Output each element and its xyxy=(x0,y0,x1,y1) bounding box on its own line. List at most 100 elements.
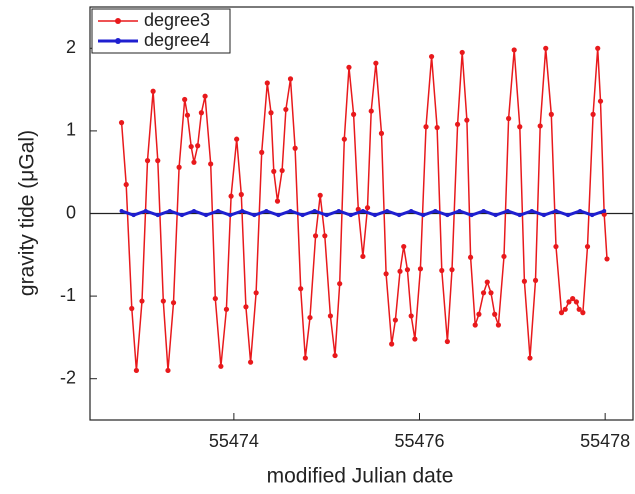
data-point xyxy=(439,267,445,274)
data-point xyxy=(472,322,478,328)
data-point xyxy=(312,233,319,239)
data-point xyxy=(457,209,462,214)
data-point xyxy=(223,306,230,312)
data-point xyxy=(527,355,533,361)
data-point xyxy=(433,209,438,214)
data-point xyxy=(529,209,534,214)
data-point xyxy=(537,123,543,129)
legend-marker xyxy=(115,18,121,24)
data-point xyxy=(590,213,595,218)
x-tick-label: 55478 xyxy=(580,431,630,451)
data-point xyxy=(139,298,145,304)
data-point xyxy=(383,271,389,277)
data-point xyxy=(423,124,429,130)
data-point xyxy=(493,213,498,218)
data-point xyxy=(602,209,607,214)
data-point xyxy=(176,164,182,170)
y-axis-title: gravity tide (μGal) xyxy=(16,130,39,296)
data-point xyxy=(517,213,522,218)
data-point xyxy=(243,304,249,310)
data-point xyxy=(143,209,148,214)
data-point xyxy=(228,193,234,199)
data-point xyxy=(184,112,191,118)
data-point xyxy=(404,267,411,273)
data-point xyxy=(521,278,528,284)
data-point xyxy=(372,213,377,218)
data-point xyxy=(580,310,586,316)
data-point xyxy=(412,336,418,342)
data-point xyxy=(348,213,353,218)
data-point xyxy=(191,209,196,214)
data-point xyxy=(191,159,197,165)
data-point xyxy=(118,120,125,126)
data-point xyxy=(337,281,343,287)
data-point xyxy=(346,64,352,70)
data-point xyxy=(129,305,135,312)
data-point xyxy=(576,306,582,312)
data-point xyxy=(566,213,571,218)
data-point xyxy=(204,213,209,218)
data-point xyxy=(131,213,136,218)
y-tick-label: -1 xyxy=(60,285,76,305)
data-point xyxy=(505,209,510,214)
data-point xyxy=(467,254,474,260)
data-point xyxy=(264,209,269,214)
data-point xyxy=(165,367,171,374)
y-tick-label: 2 xyxy=(66,37,76,57)
data-point xyxy=(322,233,328,239)
data-point xyxy=(216,209,221,214)
data-point xyxy=(170,300,177,306)
data-point xyxy=(558,310,565,316)
data-point xyxy=(240,209,245,214)
data-point xyxy=(573,299,579,305)
legend-label: degree3 xyxy=(144,10,210,30)
data-point xyxy=(238,191,244,198)
data-point xyxy=(317,192,323,198)
data-point xyxy=(428,53,435,60)
data-point xyxy=(469,213,474,218)
data-point xyxy=(421,213,426,218)
data-point xyxy=(144,158,151,164)
data-point xyxy=(360,209,365,214)
data-point xyxy=(488,290,494,296)
data-point xyxy=(341,136,347,142)
data-point xyxy=(271,168,277,174)
legend-marker xyxy=(115,38,121,44)
data-point xyxy=(283,106,289,113)
data-point xyxy=(373,60,379,66)
data-point xyxy=(324,213,329,218)
data-point xyxy=(548,111,554,117)
data-point xyxy=(155,158,161,164)
data-point xyxy=(351,111,357,117)
data-point xyxy=(364,205,371,211)
data-point xyxy=(385,209,390,214)
data-point xyxy=(511,47,517,53)
data-point xyxy=(276,213,281,218)
data-point xyxy=(578,209,583,214)
data-point xyxy=(595,45,601,51)
data-point xyxy=(434,124,440,131)
data-point xyxy=(484,279,490,285)
y-tick-label: 0 xyxy=(66,202,76,222)
data-point xyxy=(253,290,259,296)
data-point xyxy=(287,76,294,82)
data-point xyxy=(198,110,204,116)
data-point xyxy=(409,209,414,214)
data-point xyxy=(378,130,385,136)
data-point xyxy=(212,295,218,302)
data-point xyxy=(298,286,304,292)
data-point xyxy=(360,253,366,260)
data-point xyxy=(327,313,334,319)
data-point xyxy=(292,145,298,151)
data-point xyxy=(584,243,591,250)
data-point xyxy=(119,209,124,214)
data-point xyxy=(228,213,233,218)
data-point xyxy=(553,243,559,250)
data-point xyxy=(397,213,402,218)
data-point xyxy=(218,363,224,369)
data-point xyxy=(570,295,576,302)
data-point xyxy=(167,209,172,214)
data-point xyxy=(444,338,450,345)
data-point xyxy=(480,290,487,296)
x-tick-label: 55476 xyxy=(394,431,444,451)
